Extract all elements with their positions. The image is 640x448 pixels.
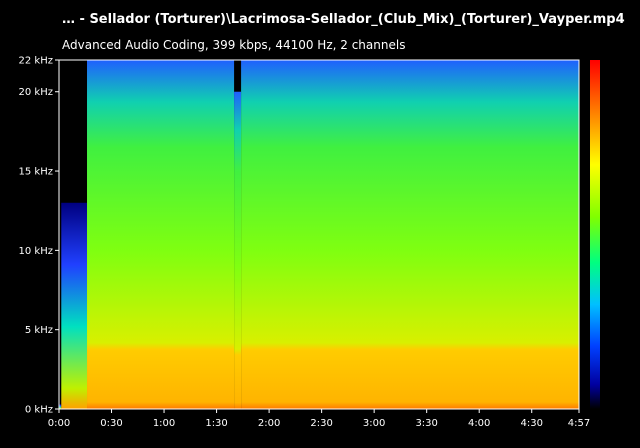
codec-info: Advanced Audio Coding, 399 kbps, 44100 H… (62, 38, 406, 52)
x-tick-label: 3:30 (415, 418, 437, 429)
x-tick-label: 2:30 (310, 418, 332, 429)
plot-frame (58, 59, 580, 410)
spectrum-segment-2 (87, 60, 235, 409)
x-tick-label: 4:30 (520, 418, 542, 429)
colorbar (590, 60, 600, 409)
x-tick-label: 0:00 (48, 418, 70, 429)
y-tick-label: 0 kHz (25, 405, 53, 416)
x-tick-label: 1:00 (153, 418, 175, 429)
x-tick-label: 4:00 (468, 418, 490, 429)
spectrum-segment-4 (241, 60, 580, 409)
x-tick-label: 1:30 (205, 418, 227, 429)
x-axis: 0:00 0:30 1:00 1:30 2:00 2:30 3:00 3:30 4:00 4:30… (48, 409, 590, 429)
x-tick-label: 3:00 (363, 418, 385, 429)
spectrum-segment-0 (59, 404, 62, 409)
y-axis: 0 kHz 5 kHz 10 kHz 15 kHz 20 kHz 22 kHz (19, 56, 59, 416)
y-tick-label: 5 kHz (25, 325, 53, 336)
spectrum-segment-3 (234, 91, 242, 410)
y-tick-label: 10 kHz (19, 246, 53, 257)
y-tick-label: 15 kHz (19, 167, 53, 178)
y-tick-label: 20 kHz (19, 87, 53, 98)
x-tick-label: 4:57 (568, 418, 590, 429)
spectrum-segment-1 (61, 202, 88, 409)
x-tick-label: 0:30 (100, 418, 122, 429)
x-tick-label: 2:00 (258, 418, 280, 429)
y-tick-label: 22 kHz (19, 56, 53, 67)
file-title: … - Sellador (Torturer)\Lacrimosa-Sellad… (62, 12, 625, 27)
spectrogram-segments (59, 60, 580, 410)
